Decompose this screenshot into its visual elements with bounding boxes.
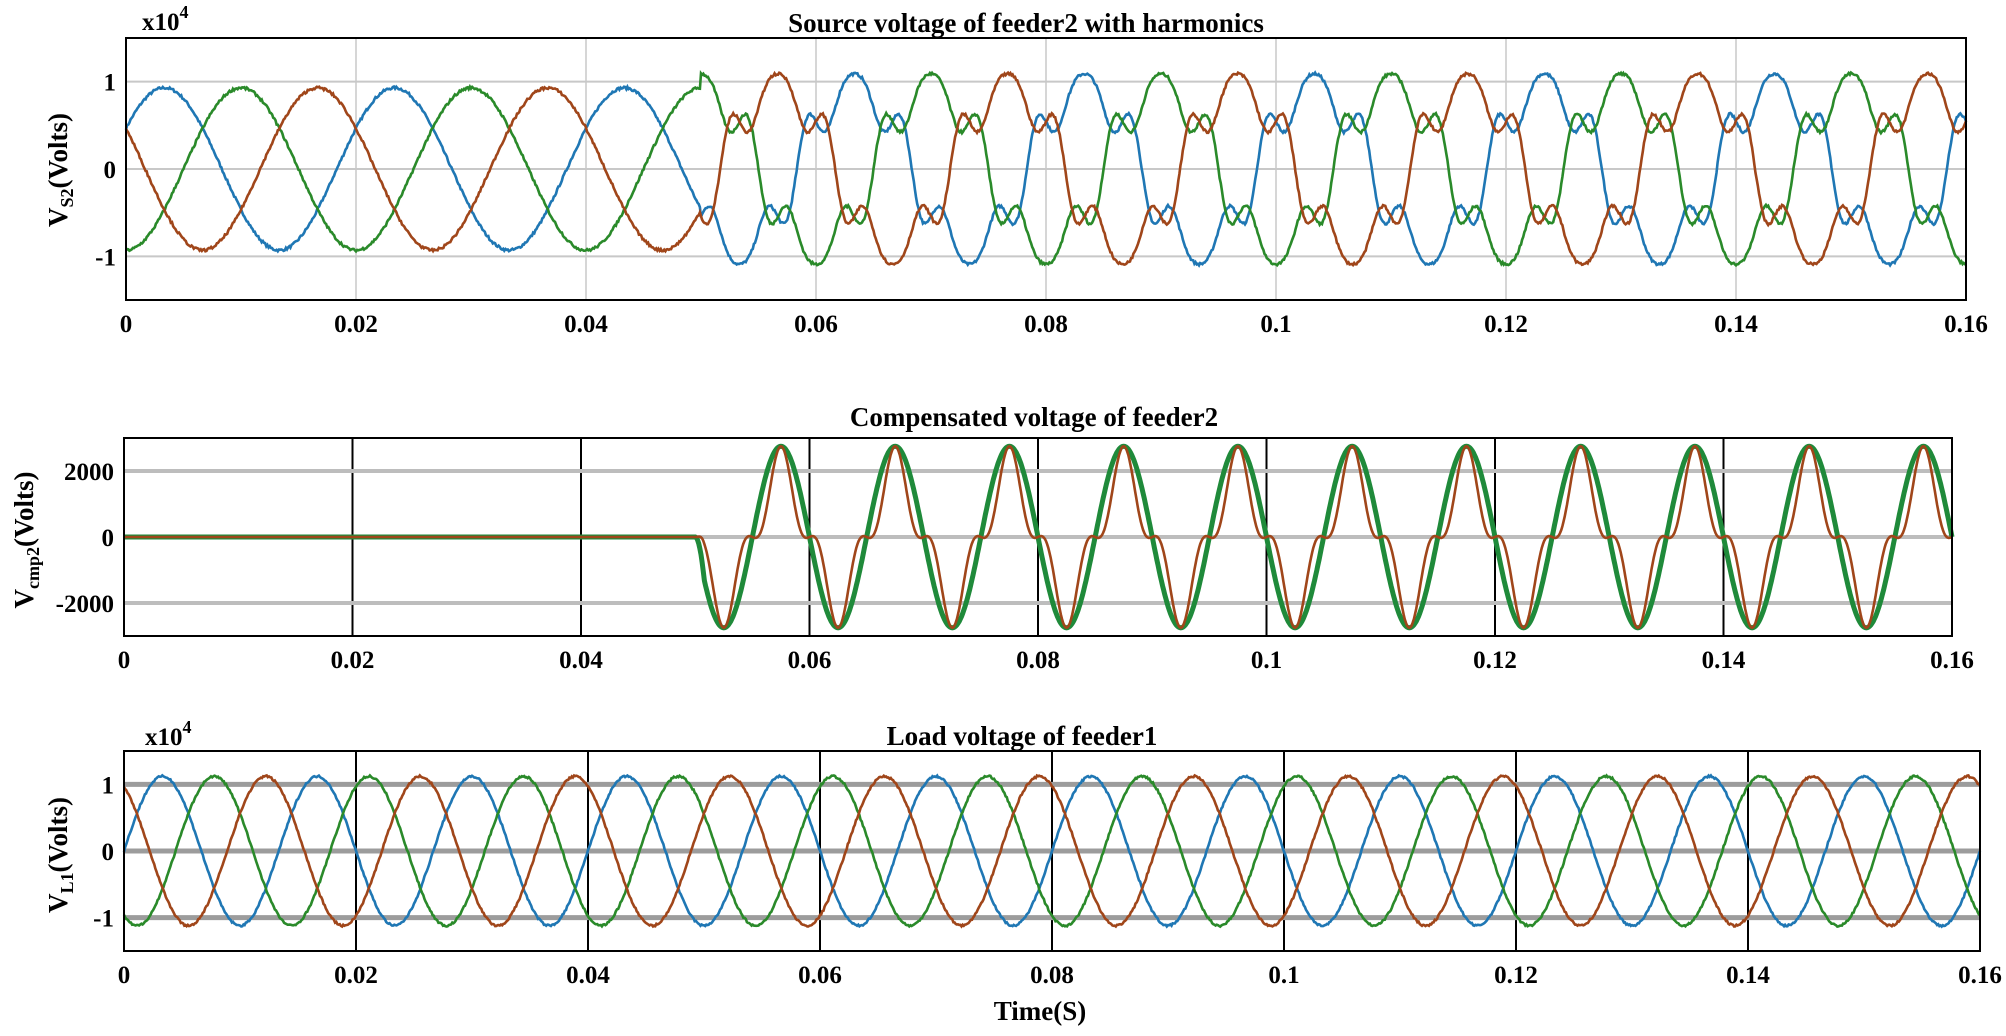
x-tick-labels: 0 0.02 0.04 0.06 0.08 0.1 0.12 0.14 0.16 — [118, 962, 2002, 989]
x-tick-label: 0 — [118, 647, 131, 674]
x-tick-label: 0.12 — [1494, 962, 1538, 989]
chart-title: Compensated voltage of feeder2 — [850, 402, 1218, 432]
exponent-label: x104 — [145, 717, 192, 751]
x-tick-label: 0 — [120, 311, 133, 338]
x-tick-label: 0.1 — [1268, 962, 1299, 989]
x-tick-label: 0.14 — [1714, 311, 1758, 338]
x-tick-label: 0.04 — [566, 962, 610, 989]
x-tick-label: 0.12 — [1473, 647, 1517, 674]
x-tick-label: 0.16 — [1944, 311, 1988, 338]
plot-series — [124, 443, 1955, 631]
exponent-label: x104 — [142, 2, 189, 36]
series-line — [122, 773, 1982, 929]
x-tick-label: 0.04 — [564, 311, 608, 338]
x-tick-label: 0.06 — [794, 311, 838, 338]
y-tick-label: -1 — [95, 244, 116, 271]
x-tick-label: 0.1 — [1251, 647, 1282, 674]
plot-frame — [123, 437, 1953, 637]
grid — [126, 38, 1966, 300]
panel-load-voltage: Load voltage of feeder1 x104 VL1(Volts) … — [43, 717, 2002, 1026]
x-tick-label: 0.02 — [334, 311, 378, 338]
plot-frame — [123, 750, 1981, 952]
x-tick-label: 0.16 — [1930, 647, 1974, 674]
series-line — [124, 70, 1968, 268]
x-tick-label: 0.06 — [788, 647, 832, 674]
x-tick-label: 0.14 — [1702, 647, 1746, 674]
y-axis-label: VL1(Volts) — [43, 797, 77, 913]
y-tick-label: -1 — [93, 906, 114, 933]
x-tick-label: 0.08 — [1030, 962, 1074, 989]
series-line — [124, 444, 1953, 630]
plot-series — [122, 773, 1982, 929]
x-tick-label: 0.08 — [1024, 311, 1068, 338]
y-tick-labels: 1 0 -1 — [95, 70, 116, 272]
chart-title: Source voltage of feeder2 with harmonics — [788, 8, 1264, 38]
x-tick-labels: 0 0.02 0.04 0.06 0.08 0.1 0.12 0.14 0.16 — [120, 311, 1988, 338]
x-tick-label: 0.12 — [1484, 311, 1528, 338]
y-axis-label: Vcmp2(Volts) — [9, 471, 43, 608]
y-tick-label: 0 — [102, 525, 115, 552]
x-tick-label: 0.02 — [331, 647, 375, 674]
x-tick-label: 0.04 — [559, 647, 603, 674]
plot-frame — [125, 37, 1967, 301]
y-tick-label: -2000 — [56, 591, 114, 618]
plot-series — [124, 69, 1968, 268]
x-tick-label: 0.02 — [334, 962, 378, 989]
panel-compensated-voltage: Compensated voltage of feeder2 Vcmp2(Vol… — [9, 402, 1974, 674]
x-tick-label: 0.08 — [1016, 647, 1060, 674]
y-tick-label: 0 — [102, 839, 115, 866]
series-line — [122, 773, 1982, 929]
x-tick-label: 0.06 — [798, 962, 842, 989]
x-tick-label: 0.16 — [1958, 962, 2002, 989]
y-axis-label: VS2(Volts) — [43, 113, 77, 227]
y-tick-labels: 1 0 -1 — [93, 772, 114, 932]
y-tick-label: 2000 — [64, 459, 114, 486]
y-tick-label: 1 — [104, 70, 117, 97]
x-tick-label: 0.14 — [1726, 962, 1770, 989]
chart-title: Load voltage of feeder1 — [887, 721, 1158, 751]
x-axis-label: Time(S) — [994, 996, 1087, 1026]
series-line — [122, 773, 1981, 929]
x-tick-label: 0 — [118, 962, 131, 989]
x-tick-labels: 0 0.02 0.04 0.06 0.08 0.1 0.12 0.14 0.16 — [118, 647, 1974, 674]
y-tick-label: 1 — [102, 772, 115, 799]
panel-source-voltage: Source voltage of feeder2 with harmonics… — [43, 2, 1988, 338]
y-tick-label: 0 — [104, 157, 117, 184]
x-tick-label: 0.1 — [1260, 311, 1291, 338]
y-tick-labels: 2000 0 -2000 — [56, 459, 114, 618]
